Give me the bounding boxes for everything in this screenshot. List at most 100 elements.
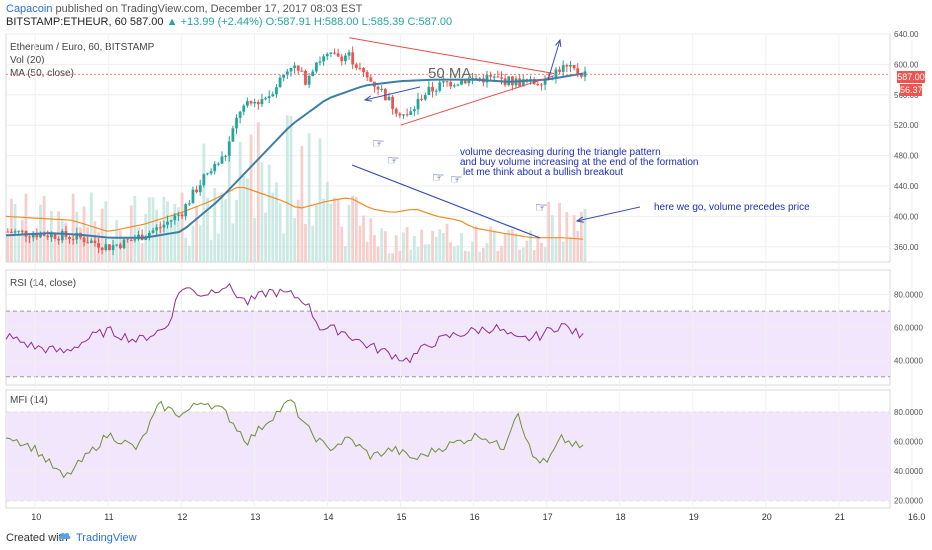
tradingview-brand[interactable]: TradingView [76, 532, 137, 544]
candle-body [365, 72, 369, 78]
legend-title: Ethereum / Euro, 60, BITSTAMP [10, 42, 155, 53]
candle-body [485, 75, 489, 83]
note-volume-decreasing: volume decreasing during the triangle pa… [460, 147, 661, 158]
candle-body [264, 98, 267, 100]
volume-bar [394, 235, 398, 262]
volume-bar [108, 245, 111, 262]
note-volume-precedes: here we go, volume precedes price [654, 202, 810, 213]
volume-bar [565, 211, 569, 262]
price-tick-label: 640.00 [894, 30, 919, 39]
candle-body [387, 96, 391, 101]
volume-bar [311, 225, 315, 262]
tradingview-cloud-icon [58, 530, 72, 542]
candle-body [71, 239, 75, 241]
candle-body [434, 90, 438, 92]
x-tick-label: 20 [762, 512, 772, 522]
candle-body [39, 233, 42, 238]
volume-bar [525, 240, 529, 262]
hand-pointer-icon: ☞ [535, 199, 548, 215]
x-tick-label: 17 [543, 512, 553, 522]
volume-bar [79, 227, 82, 262]
volume-bar [177, 207, 180, 262]
volume-bar [416, 246, 420, 262]
volume-bar [271, 192, 275, 262]
candle-body [224, 155, 228, 157]
volume-bar [336, 199, 340, 262]
candle-body [431, 86, 434, 92]
volume-bar [467, 251, 471, 262]
volume-ma-line [5, 186, 584, 240]
chart-canvas[interactable]: ☞☞☞☞☞ 640.00600.00560.00520.00480.00440.… [0, 0, 932, 526]
candle-body [358, 67, 362, 69]
volume-bar [224, 199, 228, 262]
candle-body [452, 85, 456, 87]
hand-pointer-icon: ☞ [372, 135, 385, 151]
volume-bar [489, 226, 493, 262]
candle-body [275, 87, 278, 95]
volume-bar [235, 200, 238, 262]
candle-body [169, 220, 173, 222]
chart-header: Capacoin published on TradingView.com, D… [0, 0, 932, 30]
volume-bar [445, 223, 449, 262]
volume-bar [231, 223, 235, 262]
candle-body [460, 80, 463, 85]
candle-body [369, 77, 373, 82]
arrow-breakout [547, 39, 561, 81]
x-tick-label: 13 [250, 512, 260, 522]
last-price-tag: 587.00 [897, 71, 925, 83]
volume-bar [460, 232, 463, 262]
author-link[interactable]: Capacoin [6, 3, 53, 15]
note-buy-volume: and buy volume increasing at the end of … [460, 157, 699, 168]
candle-body [82, 237, 86, 243]
candle-body [518, 78, 522, 87]
volume-bar [383, 231, 387, 262]
volume-bar [213, 188, 217, 262]
candle-body [256, 101, 260, 105]
candle-body [405, 114, 409, 116]
change-arrow: ▲ [166, 16, 178, 28]
mfi-tick-label: 40.0000 [894, 467, 923, 476]
legend-ma[interactable]: MA (50, close) [10, 68, 74, 79]
published-text: published on TradingView.com, December 1… [55, 3, 363, 15]
volume-bar [195, 206, 198, 262]
legend-mfi[interactable]: MFI (14) [10, 395, 48, 406]
ohlc-values: O:587.91 H:588.00 L:585.39 C:587.00 [265, 16, 453, 28]
candle-body [351, 52, 355, 65]
volume-bar [289, 115, 293, 262]
candle-body [209, 171, 213, 174]
volume-bar [227, 140, 231, 262]
hand-pointer-icon: ☞ [432, 169, 445, 185]
candle-body [289, 67, 293, 72]
volume-bar [442, 232, 445, 262]
candle-body [427, 86, 431, 96]
candle-body [111, 245, 115, 250]
volume-bar [166, 201, 169, 262]
candle-body [28, 236, 31, 238]
volume-bar [86, 227, 90, 262]
price-tick-label: 520.00 [894, 121, 919, 130]
volume-bar [492, 231, 496, 262]
volume-bar [496, 250, 500, 262]
legend-rsi[interactable]: RSI (14, close) [10, 278, 77, 289]
volume-bar [362, 215, 365, 262]
x-tick-label: 19 [689, 512, 699, 522]
created-with: Created with [6, 532, 68, 544]
volume-bar [24, 193, 28, 262]
candle-body [456, 84, 460, 86]
candle-body [285, 71, 289, 75]
volume-bar [158, 224, 162, 262]
volume-bar [104, 201, 108, 262]
ma-annotation: 50 MA [428, 65, 472, 82]
legend-volume[interactable]: Vol (20) [10, 55, 45, 66]
volume-bar [369, 218, 373, 262]
volume-bar [500, 245, 503, 262]
volume-bar [216, 233, 220, 262]
x-tick-label: 18 [616, 512, 626, 522]
candle-body [402, 114, 405, 116]
candle-body [238, 111, 242, 118]
candle-body [97, 243, 100, 248]
volume-bar [318, 138, 322, 262]
x-tick-label: 21 [835, 512, 845, 522]
volume-bar [6, 233, 10, 262]
candle-body [220, 156, 224, 164]
